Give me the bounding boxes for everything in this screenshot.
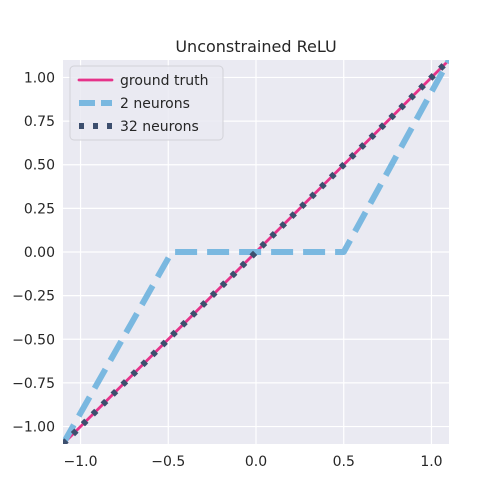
- x-tick-label: −1.0: [64, 454, 98, 470]
- x-tick-label: 0.5: [333, 454, 355, 470]
- legend-box: [69, 65, 224, 141]
- y-tick-label: −0.25: [12, 289, 55, 305]
- legend: ground truth 2 neurons 32 neurons: [69, 65, 224, 141]
- series-layer: [63, 60, 449, 444]
- legend-label: 32 neurons: [120, 119, 199, 135]
- y-tick-label: −0.50: [12, 332, 55, 348]
- y-tick-label: −0.75: [12, 376, 55, 392]
- y-tick-label: 0.50: [24, 158, 55, 174]
- y-tick-label: 0.75: [24, 114, 55, 130]
- x-tick-label: 0.0: [245, 454, 267, 470]
- y-tick-label: 0.25: [24, 201, 55, 217]
- y-tick-label: −1.00: [12, 420, 55, 436]
- axis-ticks: −1.0 −0.5 0.0 0.5 1.0 −1.00 −0.75 −0.50 −0.25 0.0…: [12, 70, 442, 470]
- chart-title: Unconstrained ReLU: [175, 37, 336, 56]
- x-tick-label: −0.5: [151, 454, 185, 470]
- legend-label: ground truth: [120, 73, 208, 89]
- y-tick-label: 0.00: [24, 245, 55, 261]
- legend-label: 2 neurons: [120, 96, 190, 112]
- x-tick-label: 1.0: [420, 454, 442, 470]
- y-tick-label: 1.00: [24, 70, 55, 86]
- series-line-2-neurons: [63, 60, 449, 444]
